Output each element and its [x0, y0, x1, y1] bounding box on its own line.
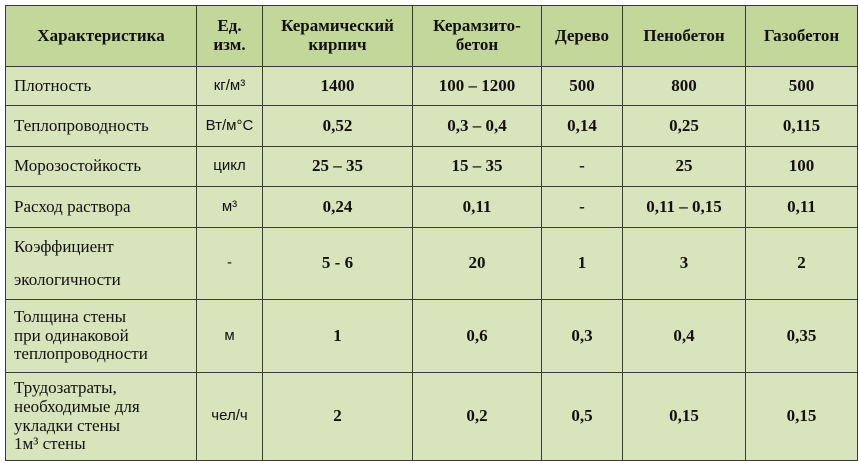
table-cell: 0,11	[412, 186, 542, 228]
table-cell: Плотность	[5, 66, 197, 106]
table-row: Трудозатраты, необходимые для укладки ст…	[5, 372, 858, 461]
table-cell: Теплопроводность	[5, 105, 197, 147]
header-cell: Газобетон	[745, 5, 858, 67]
table-cell: 3	[622, 227, 746, 300]
table-cell: -	[541, 146, 623, 187]
table-cell: 100	[745, 146, 858, 187]
table-row: Теплопроводность Вт/м°С 0,52 0,3 – 0,4 0,14 0…	[5, 105, 858, 147]
table-cell: 2	[262, 372, 413, 461]
table-cell: 0,52	[262, 105, 413, 147]
table-cell: 0,24	[262, 186, 413, 228]
table-row: Морозостойкость цикл 25 – 35 15 – 35-25 100	[5, 146, 858, 187]
table-cell: 500	[541, 66, 623, 106]
header-cell: Керамический кирпич	[262, 5, 413, 67]
table-row: Плотность кг/м³ 1400 100 – 1200 500 800 500	[5, 66, 858, 106]
table-cell: м	[196, 299, 263, 373]
table-cell: Расход раствора	[5, 186, 197, 228]
table-cell: 25	[622, 146, 746, 187]
table-cell: 25 – 35	[262, 146, 413, 187]
table-cell: 0,15	[622, 372, 746, 461]
header-cell: Керамзито- бетон	[412, 5, 542, 67]
table-cell: кг/м³	[196, 66, 263, 106]
table-cell: Морозостойкость	[5, 146, 197, 187]
table-cell: 0,14	[541, 105, 623, 147]
table-row: Коэффициент экологичности -5 - 6 20 1 3 2	[5, 227, 858, 300]
table-cell: 500	[745, 66, 858, 106]
table-cell: Вт/м°С	[196, 105, 263, 147]
table-cell: -	[541, 186, 623, 228]
table-cell: 1400	[262, 66, 413, 106]
table-cell: 0,11	[745, 186, 858, 228]
table-cell: 0,115	[745, 105, 858, 147]
table-cell: -	[196, 227, 263, 300]
table-cell: Трудозатраты, необходимые для укладки ст…	[5, 372, 197, 461]
table-cell: 1	[541, 227, 623, 300]
table-cell: цикл	[196, 146, 263, 187]
table-cell: 0,3 – 0,4	[412, 105, 542, 147]
table-cell: м³	[196, 186, 263, 228]
table-cell: 0,3	[541, 299, 623, 373]
header-cell: Пенобетон	[622, 5, 746, 67]
table-cell: 0,4	[622, 299, 746, 373]
table-cell: 20	[412, 227, 542, 300]
table-cell: 2	[745, 227, 858, 300]
table-cell: 0,11 – 0,15	[622, 186, 746, 228]
table-row: Расход раствора м³ 0,24 0,11-0,11 – 0,15 0,1…	[5, 186, 858, 228]
header-cell: Дерево	[541, 5, 623, 67]
table-cell: 0,35	[745, 299, 858, 373]
table-cell: 0,15	[745, 372, 858, 461]
table-cell: 800	[622, 66, 746, 106]
table-row: Толщина стены при одинаковой теплопровод…	[5, 299, 858, 373]
table-cell: 15 – 35	[412, 146, 542, 187]
table-cell: 100 – 1200	[412, 66, 542, 106]
table-cell: 5 - 6	[262, 227, 413, 300]
table-cell: 0,5	[541, 372, 623, 461]
header-cell: Ед. изм.	[196, 5, 263, 67]
table-cell: Коэффициент экологичности	[5, 227, 197, 300]
table-cell: Толщина стены при одинаковой теплопровод…	[5, 299, 197, 373]
header-cell: Характеристика	[5, 5, 197, 67]
header-row: Характеристика Ед. изм. Керамический кирпи…	[5, 5, 858, 67]
table-cell: 0,2	[412, 372, 542, 461]
table-cell: 1	[262, 299, 413, 373]
table-cell: 0,6	[412, 299, 542, 373]
table-body: Плотность кг/м³ 1400 100 – 1200 500 800 500 Теп…	[5, 66, 858, 461]
comparison-table: Характеристика Ед. изм. Керамический кирпи…	[5, 5, 858, 461]
table-cell: чел/ч	[196, 372, 263, 461]
table-cell: 0,25	[622, 105, 746, 147]
